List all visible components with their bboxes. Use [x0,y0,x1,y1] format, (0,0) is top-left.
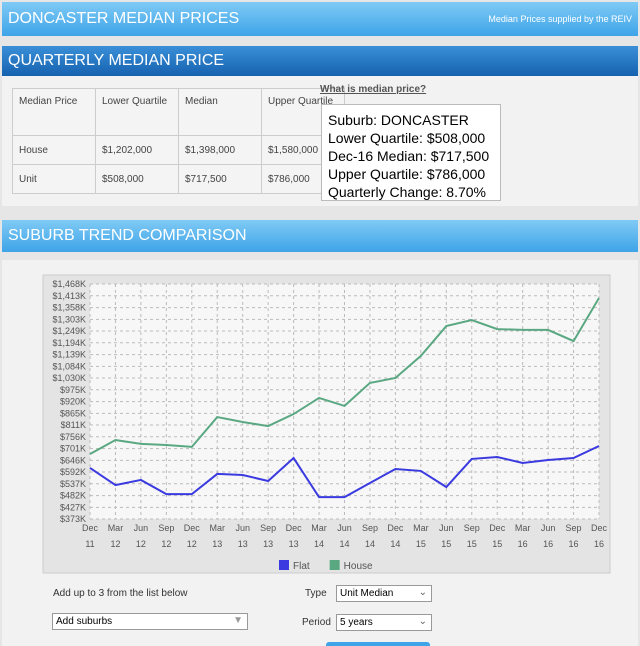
y-tick-label: $646K [60,455,86,465]
info-line: Upper Quartile: $786,000 [328,166,486,182]
info-box: Suburb: DONCASTER Lower Quartile: $508,0… [321,104,501,201]
type-select[interactable]: Unit Median ⌄ [336,585,432,602]
y-tick-label: $1,358K [52,303,86,313]
x-tick-label: Dec 13 [286,523,303,549]
y-tick-label: $482K [60,491,86,501]
y-tick-label: $1,030K [52,373,86,383]
info-line: Dec-16 Median: $717,500 [328,148,490,164]
header-bar: DONCASTER MEDIAN PRICES Median Prices sup… [2,2,638,36]
y-tick-label: $1,413K [52,291,86,301]
x-tick-label: Jun 16 [541,523,556,549]
y-tick-label: $865K [60,408,86,418]
y-tick-label: $920K [60,397,86,407]
help-link[interactable]: What is median price? [320,84,427,95]
y-tick-label: $756K [60,432,86,442]
x-tick-label: Sep 12 [158,523,174,549]
info-line: Quarterly Change: 8.70% [328,184,486,200]
x-tick-label: Mar 16 [515,523,531,549]
th: Median [178,88,262,136]
cell: $1,202,000 [95,135,179,165]
y-tick-label: $1,303K [52,314,86,324]
x-tick-label: Jun 12 [134,523,149,549]
cell: Unit [12,164,96,194]
x-tick-label: Dec 11 [82,523,99,549]
legend-swatch [329,560,340,570]
y-tick-label: $1,139K [52,350,86,360]
type-label: Type [305,588,327,599]
y-tick-label: $1,194K [52,338,86,348]
th: Lower Quartile [95,88,179,136]
credit: Median Prices supplied by the REIV [488,14,632,24]
x-tick-label: Jun 15 [439,523,454,549]
th: Median Price [12,88,96,136]
legend-label: House [344,561,373,572]
x-tick-label: Dec 12 [184,523,201,549]
x-tick-label: Sep 13 [260,523,276,549]
hint: Add up to 3 from the list below [53,588,188,599]
period-select[interactable]: 5 years ⌄ [336,614,432,631]
x-tick-label: Jun 14 [337,523,352,549]
period-select-text: 5 years [340,617,373,628]
line [89,297,600,455]
y-tick-label: $427K [60,502,86,512]
y-tick-label: $537K [60,479,86,489]
x-tick-label: Dec 14 [387,523,404,549]
cell: $508,000 [95,164,179,194]
suburb-select-text: Add suburbs [56,616,113,627]
x-tick-label: Mar 14 [311,523,327,549]
type-select-text: Unit Median [340,588,394,599]
legend-label: Flat [293,561,310,572]
price-table: Median Price Lower Quartile Median Upper Qu… [12,88,345,194]
x-tick-label: Mar 12 [108,523,124,549]
x-tick-label: Mar 15 [413,523,429,549]
y-tick-label: $1,468K [52,279,86,289]
x-tick-label: Sep 15 [464,523,480,549]
th: Upper Quartile [261,88,345,136]
x-tick-label: Jun 13 [235,523,250,549]
section-bar: SUBURB TREND COMPARISON [2,220,638,252]
cell: $1,398,000 [178,135,262,165]
legend-swatch [279,560,289,570]
header-title: DONCASTER MEDIAN PRICES [8,10,240,27]
x-tick-label: Sep 16 [566,523,582,549]
y-tick-label: $701K [60,444,86,454]
y-tick-label: $1,084K [52,361,86,371]
y-tick-label: $373K [60,514,86,524]
x-tick-label: Mar 13 [210,523,226,549]
y-tick-label: $811K [61,420,86,430]
y-tick-label: $975K [60,385,86,395]
y-tick-label: $1,249K [52,326,86,336]
x-tick-label: Dec 15 [489,523,506,549]
period-label: Period [302,617,331,628]
x-tick-label: Sep 14 [362,523,378,549]
x-tick-label: Dec 16 [591,523,608,549]
info-line: Suburb: DONCASTER [328,112,469,128]
section-bar: QUARTERLY MEDIAN PRICE [2,46,638,76]
cell: $717,500 [178,164,262,194]
info-line: Lower Quartile: $508,000 [328,130,486,146]
button[interactable] [326,642,430,646]
y-tick-label: $592K [60,467,86,477]
suburb-select[interactable]: Add suburbs ▼ [52,613,248,630]
line [89,445,600,499]
